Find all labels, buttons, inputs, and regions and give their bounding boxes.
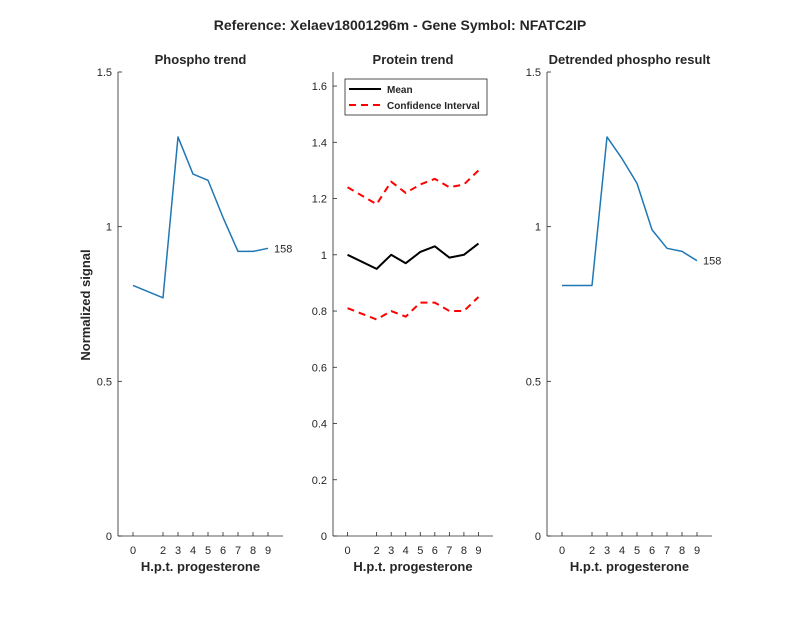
x-tick-label: 7: [235, 545, 241, 557]
x-tick-label: 9: [694, 545, 700, 557]
x-tick-label: 2: [160, 545, 166, 557]
y-tick-label: 0: [321, 531, 327, 543]
panel-title: Phospho trend: [155, 52, 247, 67]
x-tick-label: 2: [589, 545, 595, 557]
x-tick-label: 4: [190, 545, 196, 557]
y-tick-label: 1: [106, 222, 112, 234]
x-tick-label: 0: [344, 545, 350, 557]
series-line-2: [347, 169, 480, 206]
x-tick-label: 5: [417, 545, 423, 557]
panel-2: Protein trend 0 0.2 0.4 0.6 0.8 1 1.2 1.4 1.6 0 2 3 4…: [312, 52, 493, 574]
y-tick-label: 0.2: [312, 475, 327, 487]
y-tick-label: 1.5: [526, 67, 541, 79]
x-tick-label: 8: [679, 545, 685, 557]
y-axis-label: Normalized signal: [78, 249, 93, 360]
x-tick-label: 7: [664, 545, 670, 557]
series-line-1: [132, 136, 269, 299]
x-tick-label: 8: [461, 545, 467, 557]
x-tick-label: 3: [604, 545, 610, 557]
panel-1: Phospho trend 0 0.5 1 1.5 0 2 3 4 5 6 7 8 9 H.p.t. pro…: [97, 52, 293, 574]
y-tick-label: 1.6: [312, 81, 327, 93]
panel-title: Protein trend: [373, 52, 454, 67]
x-axis-label: H.p.t. progesterone: [353, 559, 472, 574]
x-tick-label: 9: [265, 545, 271, 557]
y-tick-label: 1.2: [312, 194, 327, 206]
y-tick-label: 0.4: [312, 419, 327, 431]
x-tick-label: 5: [634, 545, 640, 557]
y-tick-label: 0: [535, 531, 541, 543]
y-tick-label: 1: [321, 250, 327, 262]
series-end-label: 158: [274, 243, 292, 255]
series-line-1: [347, 242, 480, 270]
y-tick-label: 1.4: [312, 137, 327, 149]
x-tick-label: 2: [374, 545, 380, 557]
y-tick-label: 0: [106, 531, 112, 543]
y-tick-label: 0.8: [312, 306, 327, 318]
series-line-1: [562, 136, 698, 287]
y-tick-label: 0.6: [312, 362, 327, 374]
series-line-3: [347, 296, 480, 321]
x-axis-label: H.p.t. progesterone: [570, 559, 689, 574]
y-tick-label: 0.5: [526, 376, 541, 388]
x-tick-label: 3: [388, 545, 394, 557]
x-tick-label: 8: [250, 545, 256, 557]
y-tick-label: 1.5: [97, 67, 112, 79]
x-tick-label: 4: [403, 545, 409, 557]
legend-box: [344, 78, 488, 116]
x-tick-label: 7: [446, 545, 452, 557]
panel-3: Detrended phospho result 0 0.5 1 1.5 0 2 3 4 5 6 7 8…: [526, 52, 722, 574]
x-tick-label: 5: [205, 545, 211, 557]
x-tick-label: 6: [220, 545, 226, 557]
legend: Mean Confidence Interval: [344, 78, 488, 116]
series-end-label: 158: [703, 256, 721, 268]
legend-entry: Confidence Interval: [387, 101, 480, 112]
legend-entry: Mean: [387, 85, 413, 96]
y-tick-label: 1: [535, 222, 541, 234]
figure-title: Reference: Xelaev18001296m - Gene Symbol…: [214, 17, 586, 33]
x-tick-label: 4: [619, 545, 625, 557]
x-tick-label: 0: [130, 545, 136, 557]
x-tick-label: 6: [649, 545, 655, 557]
y-tick-label: 0.5: [97, 376, 112, 388]
x-tick-label: 6: [432, 545, 438, 557]
x-tick-label: 9: [475, 545, 481, 557]
panel-title: Detrended phospho result: [549, 52, 711, 67]
x-axis-label: H.p.t. progesterone: [141, 559, 260, 574]
x-tick-label: 0: [559, 545, 565, 557]
x-tick-label: 3: [175, 545, 181, 557]
